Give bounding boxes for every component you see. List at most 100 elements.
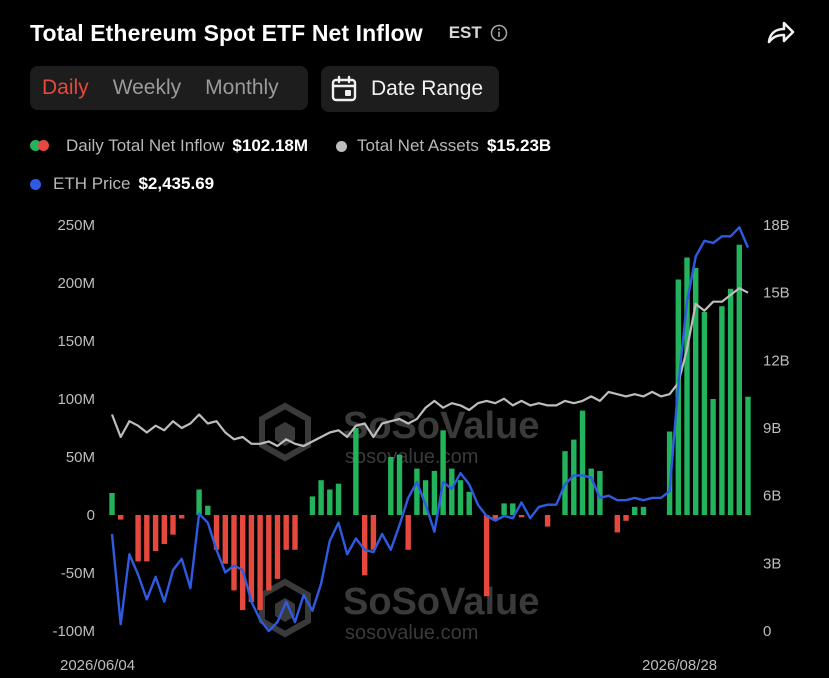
- info-icon[interactable]: [490, 24, 508, 42]
- inflow-bar[interactable]: [457, 480, 464, 515]
- y-right-tick-label: 9B: [763, 420, 781, 437]
- inflow-legend-marker: [30, 140, 54, 152]
- y-right-tick-label: 6B: [763, 488, 781, 505]
- inflow-bar[interactable]: [666, 431, 673, 516]
- inflow-bar[interactable]: [196, 489, 202, 516]
- inflow-bar[interactable]: [736, 244, 742, 515]
- y-left-tick-label: -50M: [61, 565, 95, 582]
- inflow-bar[interactable]: [292, 515, 298, 550]
- inflow-bar[interactable]: [414, 468, 420, 515]
- inflow-bar[interactable]: [623, 515, 629, 521]
- inflow-bar[interactable]: [318, 480, 324, 515]
- inflow-bar[interactable]: [144, 515, 150, 562]
- inflow-bar[interactable]: [745, 396, 751, 515]
- y-right-tick-label: 15B: [763, 285, 790, 302]
- legend-row-1: Daily Total Net Inflow $102.18M Total Ne…: [30, 134, 551, 158]
- inflow-bar[interactable]: [449, 468, 455, 515]
- x-start-label: 2026/06/04: [60, 657, 135, 674]
- share-icon[interactable]: [764, 18, 796, 48]
- inflow-bar[interactable]: [693, 267, 699, 515]
- calendar-icon: [331, 75, 357, 102]
- inflow-bar[interactable]: [327, 489, 333, 516]
- inflow-bar[interactable]: [240, 515, 246, 611]
- inflow-bar[interactable]: [405, 515, 411, 550]
- y-left-tick-label: 0: [87, 507, 95, 524]
- inflow-bar[interactable]: [431, 470, 438, 515]
- inflow-bar[interactable]: [266, 515, 272, 591]
- inflow-bar[interactable]: [152, 515, 159, 551]
- watermark-brand-2: SoSoValue: [343, 581, 539, 623]
- inflow-bar[interactable]: [701, 312, 708, 515]
- tab-daily[interactable]: Daily: [42, 76, 89, 99]
- inflow-bar[interactable]: [422, 480, 429, 515]
- inflow-bar[interactable]: [283, 515, 289, 550]
- tab-weekly[interactable]: Weekly: [112, 76, 182, 99]
- inflow-bar[interactable]: [588, 468, 594, 515]
- inflow-bar[interactable]: [571, 439, 577, 515]
- inflow-bar[interactable]: [118, 515, 124, 520]
- inflow-bar[interactable]: [501, 503, 507, 515]
- inflow-bar[interactable]: [719, 306, 725, 515]
- inflow-bar[interactable]: [222, 515, 228, 564]
- legend-inflow-label[interactable]: Daily Total Net Inflow: [66, 136, 225, 155]
- legend-assets-label[interactable]: Total Net Assets: [357, 136, 479, 155]
- legend-price-value: $2,435.69: [138, 174, 215, 193]
- chart-title: Total Ethereum Spot ETF Net Inflow: [30, 19, 423, 46]
- inflow-bar[interactable]: [597, 470, 603, 515]
- inflow-bar[interactable]: [370, 515, 377, 550]
- y-right-tick-label: 0: [763, 623, 771, 640]
- inflow-chart[interactable]: SoSoValuesosovalue.comSoSoValuesosovalue…: [0, 200, 829, 678]
- period-tabs: Daily Weekly Monthly: [30, 66, 308, 110]
- legend-price-label[interactable]: ETH Price: [53, 174, 131, 193]
- y-right-axis: 18B 15B 12B 9B 6B 3B 0: [763, 217, 790, 640]
- inflow-bar[interactable]: [170, 515, 176, 535]
- inflow-bar[interactable]: [335, 483, 342, 515]
- inflow-bar[interactable]: [640, 506, 647, 515]
- inflow-bar[interactable]: [614, 515, 620, 533]
- x-end-label: 2026/08/28: [642, 657, 717, 674]
- watermark-site-1: sosovalue.com: [345, 446, 478, 468]
- inflow-bar[interactable]: [396, 454, 403, 515]
- inflow-bar[interactable]: [440, 430, 446, 515]
- y-right-tick-label: 18B: [763, 217, 790, 234]
- inflow-bar[interactable]: [544, 515, 551, 527]
- inflow-bar[interactable]: [483, 515, 490, 597]
- inflow-bars: [109, 244, 751, 611]
- inflow-bar[interactable]: [518, 515, 525, 518]
- inflow-bar[interactable]: [231, 515, 237, 591]
- inflow-bar[interactable]: [466, 491, 472, 515]
- inflow-bar[interactable]: [135, 515, 141, 562]
- inflow-bar[interactable]: [710, 399, 716, 515]
- y-right-tick-label: 3B: [763, 555, 781, 572]
- timezone-label[interactable]: EST: [448, 23, 482, 42]
- y-left-tick-label: 200M: [57, 275, 95, 292]
- y-left-tick-label: 50M: [66, 449, 95, 466]
- tab-monthly[interactable]: Monthly: [205, 76, 279, 99]
- inflow-bar[interactable]: [510, 503, 516, 515]
- inflow-bar[interactable]: [632, 506, 638, 515]
- inflow-bar[interactable]: [492, 515, 498, 521]
- inflow-bar[interactable]: [179, 515, 185, 519]
- inflow-bar[interactable]: [109, 493, 115, 515]
- inflow-bar[interactable]: [353, 428, 359, 515]
- inflow-bar[interactable]: [362, 515, 368, 576]
- inflow-bar[interactable]: [579, 410, 586, 515]
- eth-price-line: [110, 226, 750, 633]
- date-range-button[interactable]: Date Range: [321, 66, 499, 112]
- inflow-bar[interactable]: [727, 288, 734, 515]
- inflow-bar[interactable]: [309, 496, 316, 515]
- inflow-bar[interactable]: [205, 505, 211, 515]
- inflow-bar[interactable]: [388, 457, 394, 515]
- inflow-bar[interactable]: [248, 515, 255, 602]
- legend-inflow-value: $102.18M: [232, 136, 309, 155]
- y-left-tick-label: -100M: [52, 623, 95, 640]
- y-left-tick-label: 100M: [57, 391, 95, 408]
- header: Total Ethereum Spot ETF Net Inflow EST: [30, 18, 800, 48]
- inflow-bar[interactable]: [274, 515, 281, 579]
- inflow-bar[interactable]: [161, 515, 167, 544]
- inflow-bar[interactable]: [684, 257, 690, 516]
- date-range-label: Date Range: [371, 77, 484, 100]
- inflow-bar[interactable]: [257, 515, 263, 611]
- inflow-bar[interactable]: [213, 515, 220, 550]
